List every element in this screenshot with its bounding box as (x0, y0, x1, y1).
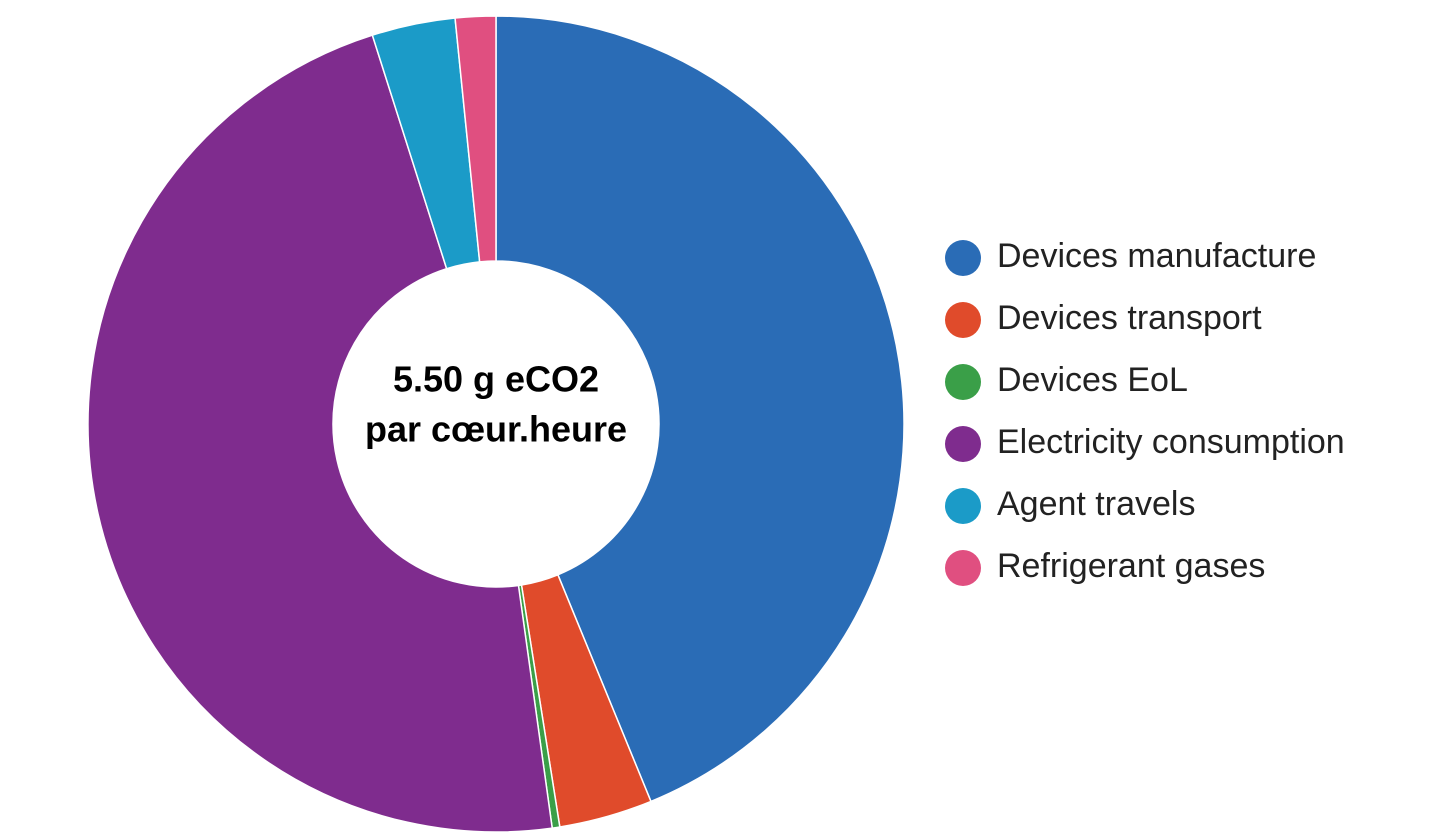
legend-label: Devices manufacture (997, 237, 1316, 275)
legend-label: Refrigerant gases (997, 547, 1265, 585)
legend-label: Electricity consumption (997, 423, 1345, 461)
slice (495, 15, 905, 803)
legend-swatch (945, 550, 981, 586)
legend-swatch (945, 364, 981, 400)
center-text: par cœur.heure (365, 409, 627, 450)
legend-label: Devices transport (997, 299, 1262, 337)
legend-swatch (945, 426, 981, 462)
legend-label: Agent travels (997, 485, 1195, 523)
slice (454, 15, 497, 263)
slice (87, 34, 554, 833)
center-text: 5.50 g eCO2 (393, 359, 599, 400)
legend-label: Devices EoL (997, 361, 1188, 399)
legend-swatch (945, 302, 981, 338)
legend-swatch (945, 240, 981, 276)
legend-swatch (945, 488, 981, 524)
